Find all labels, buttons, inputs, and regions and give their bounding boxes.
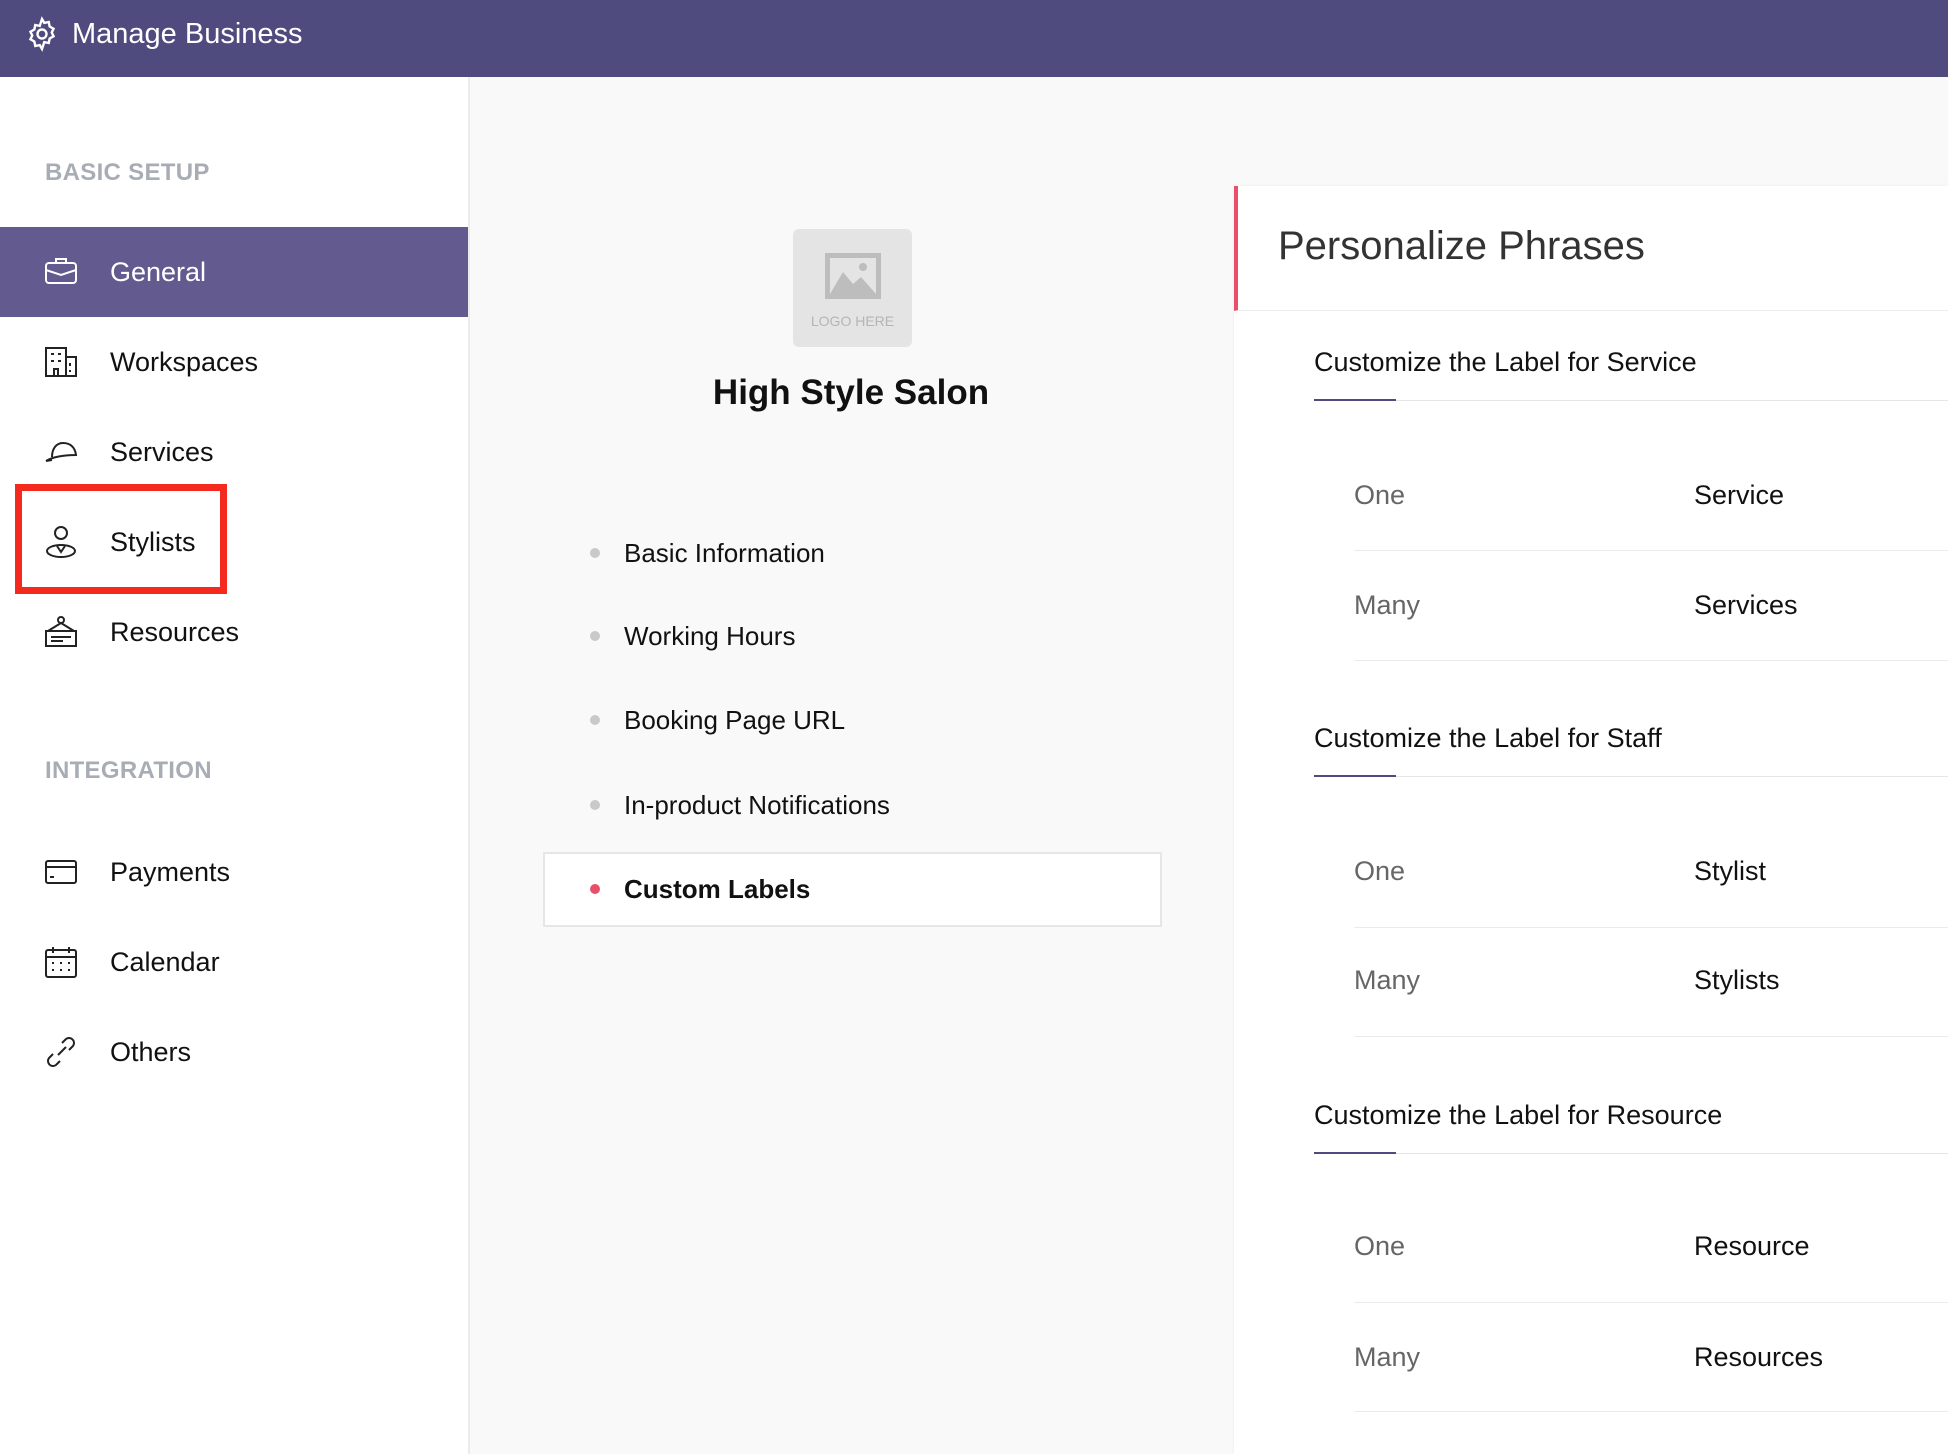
divider [1314, 1153, 1948, 1154]
sidebar-item-calendar[interactable]: Calendar [0, 917, 468, 1007]
subnav-label: Booking Page URL [624, 704, 846, 735]
section-title-resource: Customize the Label for Resource [1314, 1100, 1723, 1130]
divider [1314, 776, 1948, 777]
subnav-booking-page-url[interactable]: Booking Page URL [590, 700, 845, 740]
section-accent [1314, 1152, 1396, 1154]
sidebar-item-label: Others [110, 1036, 192, 1067]
row-label: One [1354, 1231, 1406, 1261]
sidebar-item-workspaces[interactable]: Workspaces [0, 317, 468, 407]
subnav-label: Working Hours [624, 620, 796, 651]
service-many-value[interactable]: Services [1694, 590, 1798, 620]
divider [1354, 927, 1948, 928]
section-title-service: Customize the Label for Service [1314, 347, 1697, 377]
divider [1314, 400, 1948, 401]
resource-one-value[interactable]: Resource [1694, 1231, 1810, 1261]
bullet-icon [590, 715, 600, 725]
sidebar-item-resources[interactable]: Resources [0, 587, 468, 677]
personalize-phrases-panel: Personalize Phrases Customize the Label … [1234, 186, 1948, 1454]
subnav-label: Custom Labels [624, 873, 811, 904]
sidebar-item-label: Payments [110, 856, 231, 887]
sidebar-item-services[interactable]: Services [0, 407, 468, 497]
resource-many-value[interactable]: Resources [1694, 1342, 1824, 1372]
credit-card-icon [45, 860, 77, 884]
subnav-label: Basic Information [624, 537, 825, 568]
divider [1354, 1411, 1948, 1412]
bullet-icon [590, 631, 600, 641]
section-accent [1314, 399, 1396, 401]
staff-one-value[interactable]: Stylist [1694, 856, 1767, 886]
panel-header: Personalize Phrases [1234, 186, 1948, 311]
top-bar: Manage Business [0, 0, 1948, 77]
calendar-icon [45, 947, 77, 978]
row-label: Many [1354, 965, 1421, 995]
bullet-icon [590, 800, 600, 810]
cap-icon [45, 441, 78, 462]
link-icon [47, 1037, 75, 1067]
app-title: Manage Business [72, 18, 303, 50]
logo-placeholder-text: LOGO HERE [810, 313, 895, 329]
divider [1354, 1302, 1948, 1303]
gear-icon [28, 16, 56, 52]
subnav-label: In-product Notifications [624, 789, 890, 820]
briefcase-icon [45, 258, 77, 284]
sidebar-item-others[interactable]: Others [0, 1007, 468, 1097]
row-label: Many [1354, 1342, 1421, 1372]
desk-sign-icon [45, 616, 77, 647]
business-logo-placeholder[interactable]: LOGO HERE [793, 229, 912, 347]
building-icon [45, 347, 77, 377]
row-label: One [1354, 856, 1406, 886]
person-icon [46, 526, 76, 558]
basic-setup-heading: BASIC SETUP [45, 159, 210, 186]
subnav-working-hours[interactable]: Working Hours [590, 616, 795, 656]
divider [1354, 660, 1948, 661]
image-icon [825, 253, 881, 299]
highlight-box [15, 484, 227, 594]
active-subnav-box [543, 852, 1162, 927]
section-title-staff: Customize the Label for Staff [1314, 723, 1662, 753]
subnav-custom-labels[interactable]: Custom Labels [590, 869, 810, 909]
integration-heading: INTEGRATION [45, 757, 212, 784]
sidebar-item-stylists[interactable]: Stylists [0, 497, 468, 587]
staff-many-value[interactable]: Stylists [1694, 965, 1780, 995]
divider [1354, 550, 1948, 551]
sidebar-item-general[interactable]: General [0, 227, 468, 317]
sidebar-item-label: General [110, 256, 207, 287]
row-label: Many [1354, 590, 1421, 620]
row-label: One [1354, 480, 1406, 510]
sidebar-item-payments[interactable]: Payments [0, 827, 468, 917]
sidebar-item-label: Resources [110, 616, 240, 647]
sidebar-item-label: Stylists [110, 526, 196, 557]
divider [1354, 1036, 1948, 1037]
sidebar-item-label: Workspaces [110, 346, 259, 377]
section-accent [1314, 775, 1396, 777]
sidebar-item-label: Services [110, 436, 214, 467]
sidebar-item-label: Calendar [110, 946, 220, 977]
business-name: High Style Salon [712, 373, 990, 412]
bullet-icon [590, 884, 600, 894]
bullet-icon [590, 548, 600, 558]
subnav-in-product-notifications[interactable]: In-product Notifications [590, 785, 890, 825]
panel-title: Personalize Phrases [1278, 224, 1645, 268]
service-one-value[interactable]: Service [1694, 480, 1785, 510]
subnav-basic-information[interactable]: Basic Information [590, 533, 825, 573]
